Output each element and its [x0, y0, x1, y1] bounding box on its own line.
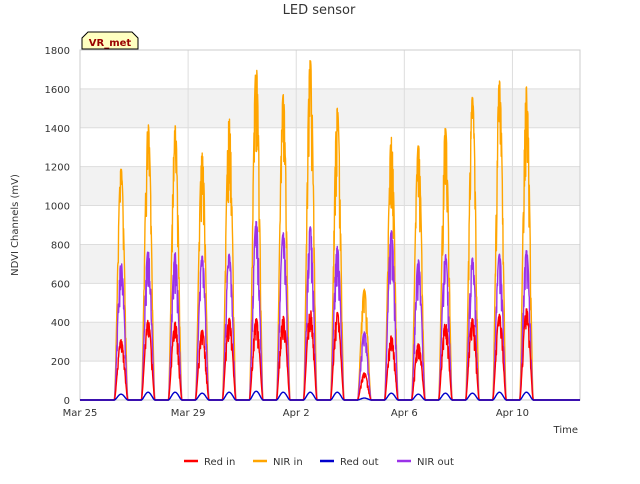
- y-tick-label: 400: [51, 318, 70, 329]
- y-tick-label: 1600: [45, 85, 70, 96]
- plot-band: [80, 244, 580, 284]
- x-tick-label: Apr 2: [283, 408, 310, 419]
- legend-item-red-out: Red out: [320, 457, 379, 468]
- y-axis: 0 200 400 600 800 1000 1200 1400 1600 1800: [45, 46, 70, 407]
- y-tick-label: 1000: [45, 202, 70, 213]
- y-tick-label: 800: [51, 240, 70, 251]
- x-tick-label: Apr 10: [496, 408, 529, 419]
- x-axis-label: Time: [553, 425, 578, 436]
- plot-band: [80, 166, 580, 206]
- y-tick-label: 600: [51, 279, 70, 290]
- legend-item-nir-out: NIR out: [397, 457, 454, 468]
- legend-label: Red in: [204, 457, 235, 468]
- x-tick-label: Mar 29: [171, 408, 206, 419]
- y-tick-label: 1800: [45, 46, 70, 57]
- y-tick-label: 200: [51, 357, 70, 368]
- y-tick-label: 1400: [45, 124, 70, 135]
- legend-label: NIR out: [417, 457, 454, 468]
- legend: Red in NIR in Red out NIR out: [184, 457, 454, 468]
- series-lines: [79, 60, 581, 401]
- vr-met-badge: VR_met: [81, 31, 139, 50]
- vr-met-badge-label: VR_met: [89, 38, 132, 49]
- y-tick-label: 1200: [45, 163, 70, 174]
- x-tick-label: Apr 6: [391, 408, 418, 419]
- legend-item-nir-in: NIR in: [253, 457, 303, 468]
- legend-label: Red out: [340, 457, 379, 468]
- x-axis: Mar 25 Mar 29 Apr 2 Apr 6 Apr 10: [63, 408, 529, 419]
- legend-label: NIR in: [273, 457, 303, 468]
- chart-title: LED sensor: [283, 3, 356, 18]
- x-tick-label: Mar 25: [63, 408, 98, 419]
- plot-band: [80, 88, 580, 128]
- legend-item-red-in: Red in: [184, 457, 235, 468]
- series-line-red-out: [79, 390, 581, 401]
- y-axis-label: NDVI Channels (mV): [10, 174, 21, 276]
- y-tick-label: 0: [64, 396, 70, 407]
